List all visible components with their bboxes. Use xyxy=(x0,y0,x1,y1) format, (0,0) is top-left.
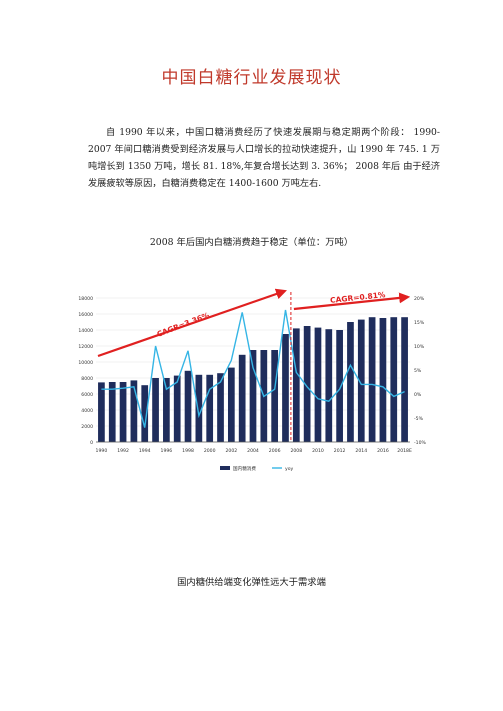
y-left-tick-label: 12000 xyxy=(78,344,93,350)
y-left-tick-label: 0 xyxy=(90,440,93,446)
bar-1997 xyxy=(173,375,181,442)
y-left-tick-label: 14000 xyxy=(78,328,93,334)
sugar-consumption-chart: 0 2000 4000 6000 8000 10000 12000 14000 16000 180… xyxy=(78,288,427,472)
chart-bars xyxy=(98,317,408,442)
y-right-tick-label: -10% xyxy=(414,440,427,446)
y-right-tick-label: 15% xyxy=(414,320,425,326)
legend-bar-swatch xyxy=(220,466,230,470)
bar-2017 xyxy=(390,317,398,442)
next-section-caption: 国内糖供给端变化弹性远大于需求端 xyxy=(177,577,326,588)
y-right-tick-label: 0% xyxy=(414,392,422,398)
y-left-tick-label: 4000 xyxy=(81,408,93,414)
bar-1996 xyxy=(163,378,170,442)
bar-2014 xyxy=(357,319,365,442)
y-left-tick-label: 10000 xyxy=(78,360,93,366)
bar-2012 xyxy=(336,330,343,442)
bar-2001 xyxy=(217,373,224,442)
bar-2011 xyxy=(325,329,333,442)
chart-yoy-line xyxy=(101,309,405,428)
cagr-arrow-2 xyxy=(293,292,411,311)
bar-2008 xyxy=(292,328,300,442)
yoy-line xyxy=(101,309,405,428)
x-tick-label: 2012 xyxy=(334,448,346,454)
x-tick-label: 2018E xyxy=(397,448,412,454)
x-tick-label: 1994 xyxy=(139,448,151,454)
bar-2007 xyxy=(282,334,289,442)
bar-2010 xyxy=(314,327,322,442)
x-tick-label: 1990 xyxy=(96,448,108,454)
y-left-tick-label: 16000 xyxy=(78,312,93,318)
bar-2003 xyxy=(238,354,246,442)
bar-2018E xyxy=(401,317,408,442)
x-tick-label: 2016 xyxy=(377,448,389,454)
legend-line-label: yoy xyxy=(285,467,294,472)
bar-1991 xyxy=(108,382,116,442)
bar-1999 xyxy=(195,374,203,442)
legend-bar-label: 国内糖消费 xyxy=(233,465,256,472)
bar-1994 xyxy=(141,385,149,442)
x-tick-label: 2006 xyxy=(269,448,281,454)
x-tick-label: 2014 xyxy=(355,448,367,454)
bar-1993 xyxy=(130,380,138,442)
body-paragraph: 自 1990 年以来，中国口糖消费经历了快速发展期与稳定期两个阶段： 1990-… xyxy=(88,127,440,189)
page-title: 中国白糖行业发展现状 xyxy=(161,68,342,88)
bar-2000 xyxy=(206,374,214,442)
x-tick-label: 1992 xyxy=(117,448,129,454)
x-tick-label: 2008 xyxy=(290,448,302,454)
chart-axes: 0 2000 4000 6000 8000 10000 12000 14000 16000 180… xyxy=(78,296,426,454)
x-tick-label: 2004 xyxy=(247,448,259,454)
chart-legend: 国内糖消费 yoy xyxy=(220,465,294,472)
y-right-tick-label: -5% xyxy=(414,416,424,422)
x-tick-label: 2002 xyxy=(225,448,237,454)
chart-caption: 2008 年后国内白糖消费趋于稳定（单位：万吨） xyxy=(149,237,354,248)
bar-1990 xyxy=(98,382,105,442)
y-left-tick-label: 6000 xyxy=(81,392,93,398)
y-left-tick-label: 8000 xyxy=(81,376,93,382)
bar-1998 xyxy=(184,370,192,442)
x-tick-label: 2000 xyxy=(204,448,216,454)
y-left-tick-label: 2000 xyxy=(81,424,93,430)
bar-1995 xyxy=(152,378,159,442)
cagr-label-1: CAGR=3.36% xyxy=(156,310,212,338)
y-right-tick-label: 5% xyxy=(414,368,422,374)
y-right-tick-label: 10% xyxy=(414,344,425,350)
bar-2015 xyxy=(368,317,376,442)
bar-2002 xyxy=(227,367,235,442)
y-left-tick-label: 18000 xyxy=(78,296,93,302)
x-tick-label: 2010 xyxy=(312,448,324,454)
bar-2016 xyxy=(379,318,387,442)
bar-2004 xyxy=(249,350,257,442)
x-tick-label: 1996 xyxy=(161,448,173,454)
bar-2013 xyxy=(347,322,354,442)
x-tick-label: 1998 xyxy=(182,448,194,454)
y-right-tick-label: 20% xyxy=(414,296,425,302)
bar-2006 xyxy=(271,350,279,442)
bar-2009 xyxy=(303,326,311,442)
cagr-arrow-1 xyxy=(97,288,287,358)
bar-1992 xyxy=(119,382,127,442)
